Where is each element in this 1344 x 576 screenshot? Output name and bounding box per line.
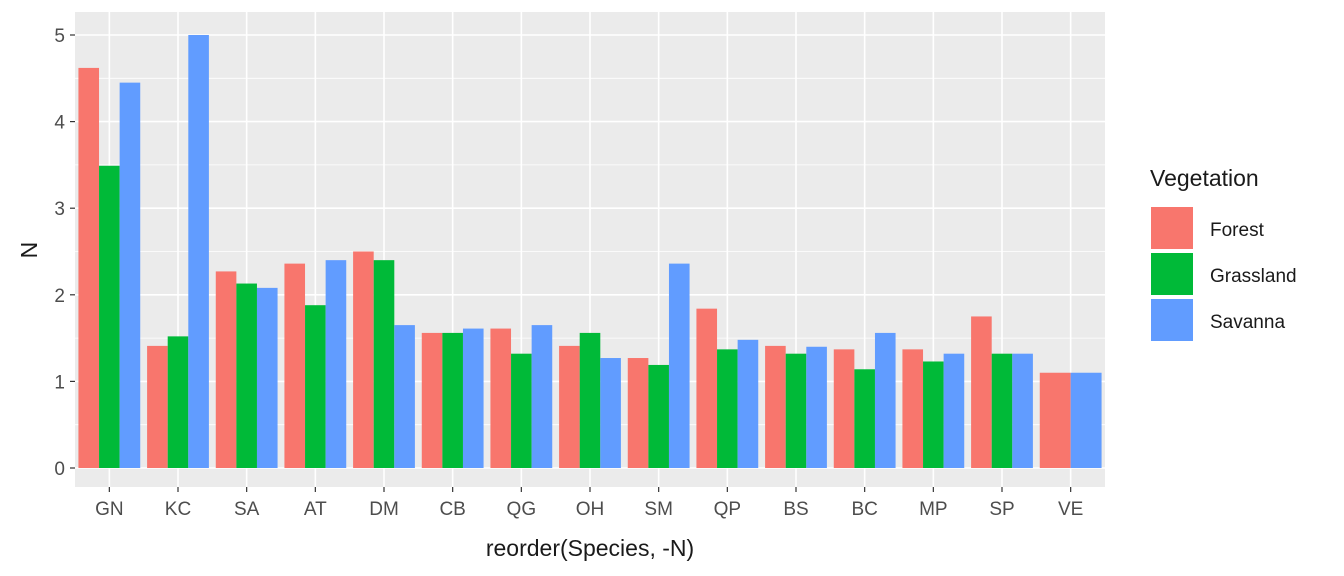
bar-bs-savanna (806, 346, 827, 468)
y-tick-label: 3 (54, 199, 65, 220)
bar-bc-forest (833, 349, 855, 468)
x-tick-label: SA (234, 499, 260, 520)
x-axis: GN KC SA AT DM CB QG OH SM QP BS BC MP SP VE (95, 487, 1083, 520)
bar-sp-grassland (991, 353, 1013, 468)
bar-mp-savanna (943, 353, 965, 468)
bar-cb-savanna (462, 328, 484, 468)
bar-at-forest (284, 263, 306, 468)
bar-qg-forest (490, 328, 512, 468)
x-axis-title: reorder(Species, -N) (486, 535, 694, 561)
bar-qg-grassland (511, 353, 532, 468)
bar-kc-savanna (188, 35, 209, 468)
bar-sm-savanna (668, 263, 690, 468)
y-tick-label: 1 (54, 372, 65, 393)
bar-qg-savanna (531, 325, 553, 468)
bar-bc-grassland (854, 369, 875, 468)
y-tick-label: 2 (54, 286, 65, 307)
bar-oh-savanna (600, 358, 621, 468)
legend-key-grassland (1149, 251, 1195, 297)
bar-dm-forest (353, 251, 374, 468)
x-tick-label: MP (919, 499, 948, 520)
x-tick-label: VE (1058, 499, 1083, 520)
bar-qp-grassland (717, 349, 738, 468)
bar-cb-grassland (442, 332, 463, 468)
bar-cb-forest (421, 332, 443, 468)
bar-at-savanna (325, 260, 347, 468)
legend-key-forest (1149, 205, 1195, 251)
legend-key-savanna (1149, 297, 1195, 343)
x-tick-label: AT (304, 499, 327, 520)
bar-sm-forest (627, 358, 649, 468)
bar-gn-forest (78, 67, 100, 469)
bar-kc-grassland (167, 336, 189, 468)
bar-bc-savanna (874, 332, 896, 468)
x-tick-label: SP (989, 499, 1014, 520)
x-tick-label: KC (165, 499, 191, 520)
x-tick-label: GN (95, 499, 124, 520)
bar-gn-savanna (119, 82, 141, 468)
y-tick-label: 0 (54, 459, 65, 480)
x-tick-label: CB (439, 499, 465, 520)
x-tick-label: OH (576, 499, 605, 520)
bar-sp-savanna (1012, 353, 1033, 468)
bar-at-grassland (305, 305, 326, 468)
bar-ve-savanna (1070, 372, 1102, 468)
x-tick-label: BC (851, 499, 877, 520)
x-tick-label: QG (507, 499, 537, 520)
bar-oh-forest (559, 345, 580, 468)
bar-dm-grassland (373, 260, 395, 468)
legend-label-grassland: Grassland (1210, 266, 1297, 287)
bar-bs-forest (765, 345, 786, 468)
bar-sp-forest (971, 316, 992, 468)
y-axis: 0 1 2 3 4 5 (54, 26, 75, 480)
bar-bs-grassland (785, 353, 807, 468)
bar-sa-savanna (256, 287, 278, 468)
bar-oh-grassland (579, 332, 601, 468)
bar-gn-grassland (99, 165, 120, 469)
legend: Vegetation Forest Grassland Savanna (1149, 165, 1297, 343)
x-tick-label: SM (644, 499, 673, 520)
bar-dm-savanna (394, 325, 415, 468)
bar-sm-grassland (648, 364, 669, 468)
x-tick-label: BS (783, 499, 808, 520)
bar-mp-grassland (923, 361, 944, 468)
x-tick-label: QP (714, 499, 741, 520)
bar-sa-grassland (236, 283, 257, 468)
bar-sa-forest (215, 271, 237, 468)
legend-label-savanna: Savanna (1210, 312, 1285, 333)
y-tick-label: 5 (54, 26, 65, 47)
bar-mp-forest (902, 349, 924, 468)
bar-kc-forest (147, 345, 168, 468)
y-tick-label: 4 (54, 113, 65, 134)
bar-ve-forest (1039, 372, 1071, 468)
legend-label-forest: Forest (1210, 220, 1265, 241)
bar-qp-forest (696, 308, 718, 468)
bars (78, 35, 1102, 469)
legend-title: Vegetation (1150, 165, 1259, 191)
x-tick-label: DM (369, 499, 399, 520)
bar-qp-savanna (737, 339, 759, 468)
y-axis-title: N (16, 242, 42, 259)
